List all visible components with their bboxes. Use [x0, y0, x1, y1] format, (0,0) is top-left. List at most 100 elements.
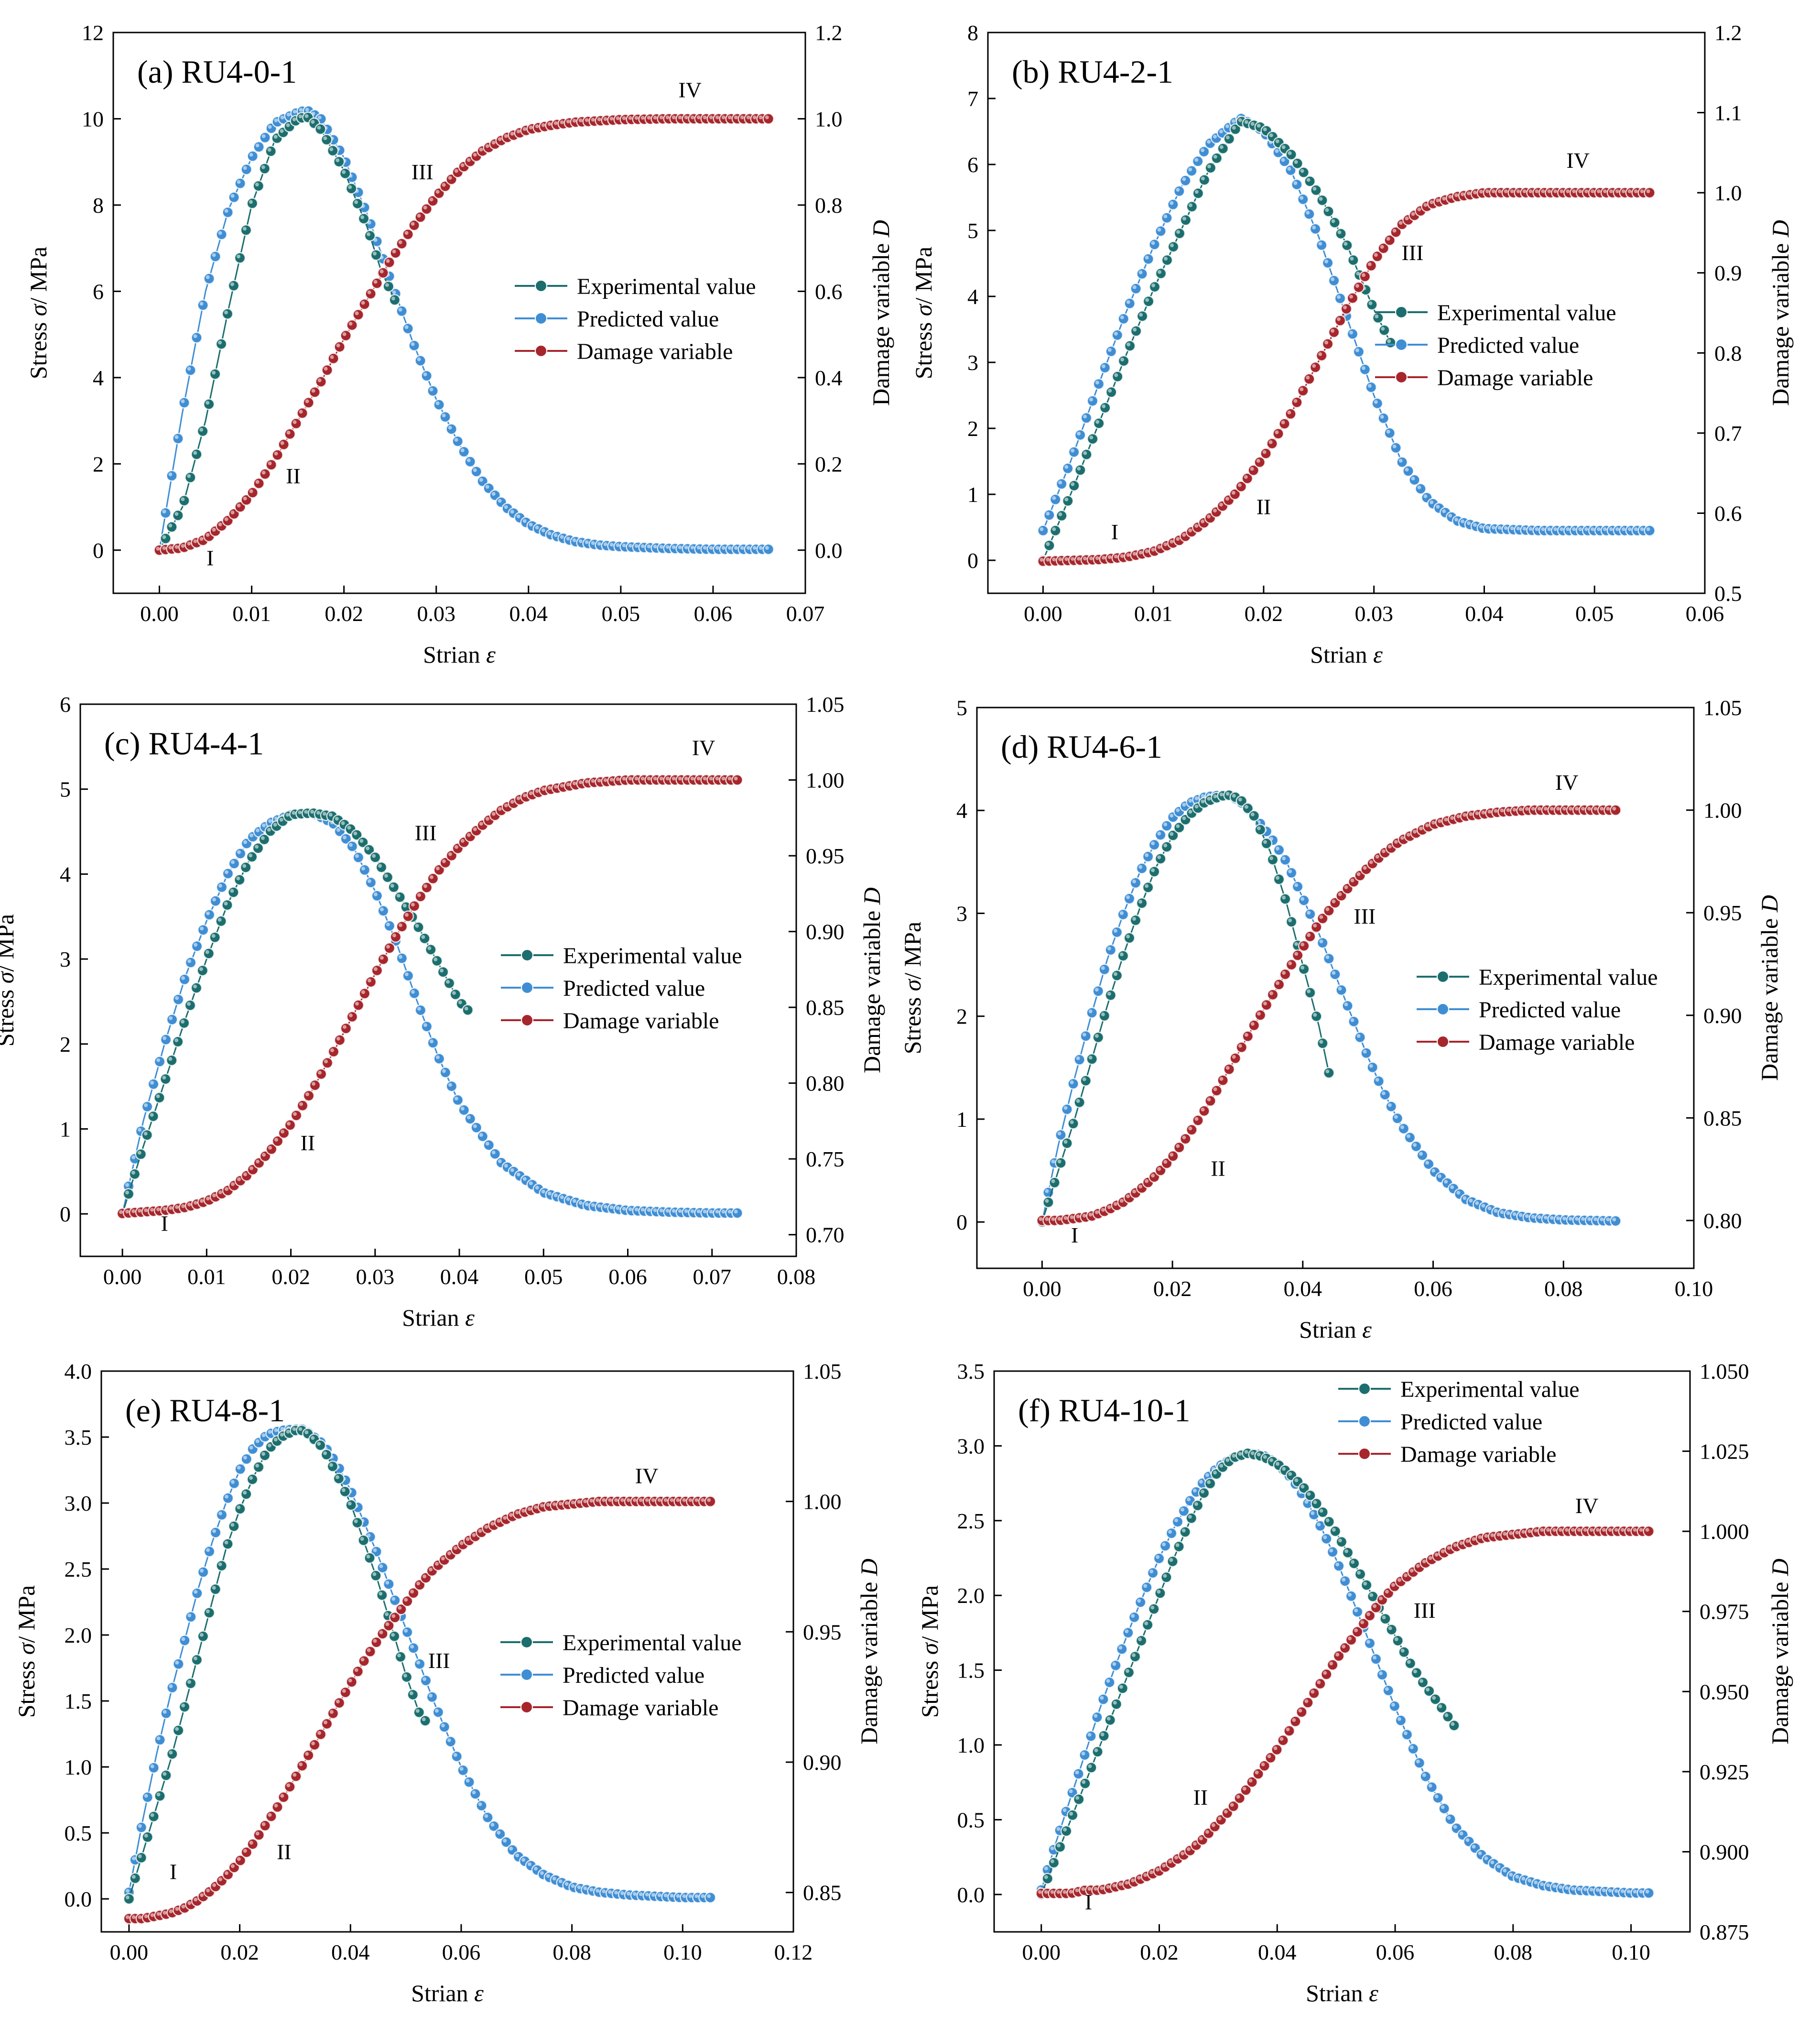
y2-tick-label: 0.925 — [1700, 1760, 1749, 1784]
data-point-highlight — [404, 1598, 408, 1602]
data-point-highlight — [423, 884, 427, 888]
data-point — [1309, 361, 1322, 373]
data-point — [153, 1056, 166, 1068]
data-point-highlight — [1307, 989, 1311, 993]
data-point-highlight — [324, 1059, 328, 1064]
data-point-highlight — [553, 121, 558, 125]
data-point-highlight — [299, 1762, 303, 1766]
data-point-highlight — [657, 1893, 661, 1897]
legend-marker-damage — [520, 1701, 533, 1713]
legend-label-experimental: Experimental value — [1437, 300, 1616, 326]
data-point — [290, 1770, 302, 1782]
data-point-highlight — [1571, 1886, 1575, 1891]
data-point — [1386, 1624, 1398, 1636]
data-point-highlight — [156, 1792, 161, 1797]
y2-axis-label: Damage variable D — [858, 887, 885, 1073]
data-point-highlight — [1288, 869, 1292, 873]
data-point-highlight — [516, 1172, 520, 1177]
data-point-highlight — [268, 125, 272, 129]
data-point-highlight — [448, 425, 452, 430]
data-point-highlight — [1343, 242, 1348, 246]
data-point — [191, 332, 203, 344]
data-point-highlight — [1293, 399, 1298, 403]
data-point — [1388, 1700, 1401, 1712]
data-point — [141, 1791, 153, 1803]
data-point-highlight — [453, 1546, 457, 1550]
data-point — [1271, 1744, 1283, 1756]
data-point — [371, 890, 383, 902]
data-point-highlight — [318, 1070, 322, 1075]
data-point — [1342, 1000, 1354, 1012]
data-point-highlight — [1481, 810, 1485, 815]
data-point-highlight — [255, 1439, 260, 1443]
data-point — [704, 1495, 716, 1507]
data-point-highlight — [659, 115, 663, 120]
data-point — [396, 952, 408, 964]
data-point-highlight — [591, 541, 595, 545]
data-point-highlight — [497, 1519, 501, 1523]
data-point-highlight — [1461, 192, 1465, 196]
data-point-highlight — [1157, 545, 1161, 549]
data-point — [1128, 1611, 1140, 1624]
data-point-highlight — [1257, 123, 1261, 128]
data-point-highlight — [460, 448, 465, 452]
data-point-highlight — [504, 803, 508, 807]
data-point-highlight — [398, 307, 402, 312]
data-point-highlight — [515, 1853, 520, 1857]
data-point — [394, 1651, 407, 1663]
data-point-highlight — [330, 355, 334, 359]
data-point — [1254, 1009, 1267, 1021]
data-point-highlight — [1182, 217, 1186, 221]
data-point-highlight — [181, 497, 185, 501]
data-point-highlight — [379, 269, 384, 273]
data-point — [1160, 841, 1173, 853]
data-point — [141, 1831, 153, 1843]
data-point-highlight — [591, 779, 595, 783]
data-point-highlight — [174, 435, 179, 439]
data-point-highlight — [200, 926, 204, 931]
data-point — [408, 900, 421, 912]
data-point-highlight — [373, 251, 377, 256]
data-point-highlight — [1406, 1134, 1410, 1138]
data-point-highlight — [1069, 1811, 1073, 1816]
data-point — [1085, 1730, 1097, 1742]
plot-frame — [993, 1370, 1691, 1933]
stage-label: II — [277, 1840, 292, 1864]
data-point-highlight — [1057, 1217, 1062, 1221]
data-point-highlight — [1344, 1003, 1348, 1006]
series-damage — [1035, 1525, 1655, 1899]
y2-tick-label: 0.95 — [803, 1620, 842, 1644]
y2-tick-label: 0.8 — [1714, 341, 1742, 365]
data-point — [303, 1090, 315, 1102]
data-point-highlight — [292, 811, 296, 815]
data-point — [1173, 1540, 1185, 1553]
data-point-highlight — [310, 810, 314, 814]
data-point — [1092, 1745, 1104, 1758]
data-point-highlight — [665, 115, 670, 120]
data-point-highlight — [311, 1436, 315, 1440]
legend-label-damage: Damage variable — [1479, 1030, 1635, 1055]
data-point-highlight — [1547, 527, 1551, 531]
data-point-highlight — [1444, 1713, 1449, 1717]
data-point-highlight — [442, 859, 446, 863]
data-point-highlight — [1070, 1080, 1074, 1084]
data-point-highlight — [1082, 1077, 1086, 1081]
panel-title: (d) RU4-6-1 — [1001, 729, 1162, 765]
data-point-highlight — [1156, 1867, 1160, 1872]
data-point-highlight — [1560, 527, 1564, 531]
data-point-highlight — [230, 194, 235, 198]
data-point-highlight — [1485, 525, 1489, 530]
data-point-highlight — [305, 1092, 309, 1096]
x-axis-label: Strian ε — [411, 1980, 484, 2006]
data-point-highlight — [1071, 557, 1075, 561]
data-point-highlight — [384, 874, 388, 878]
data-point — [1066, 1809, 1079, 1821]
series-experimental — [153, 111, 401, 556]
data-point-highlight — [385, 1580, 390, 1585]
data-point-highlight — [1045, 1199, 1049, 1203]
data-point-highlight — [1119, 911, 1124, 915]
data-point-highlight — [466, 833, 471, 837]
data-point — [370, 249, 382, 261]
data-point-highlight — [1522, 526, 1527, 531]
